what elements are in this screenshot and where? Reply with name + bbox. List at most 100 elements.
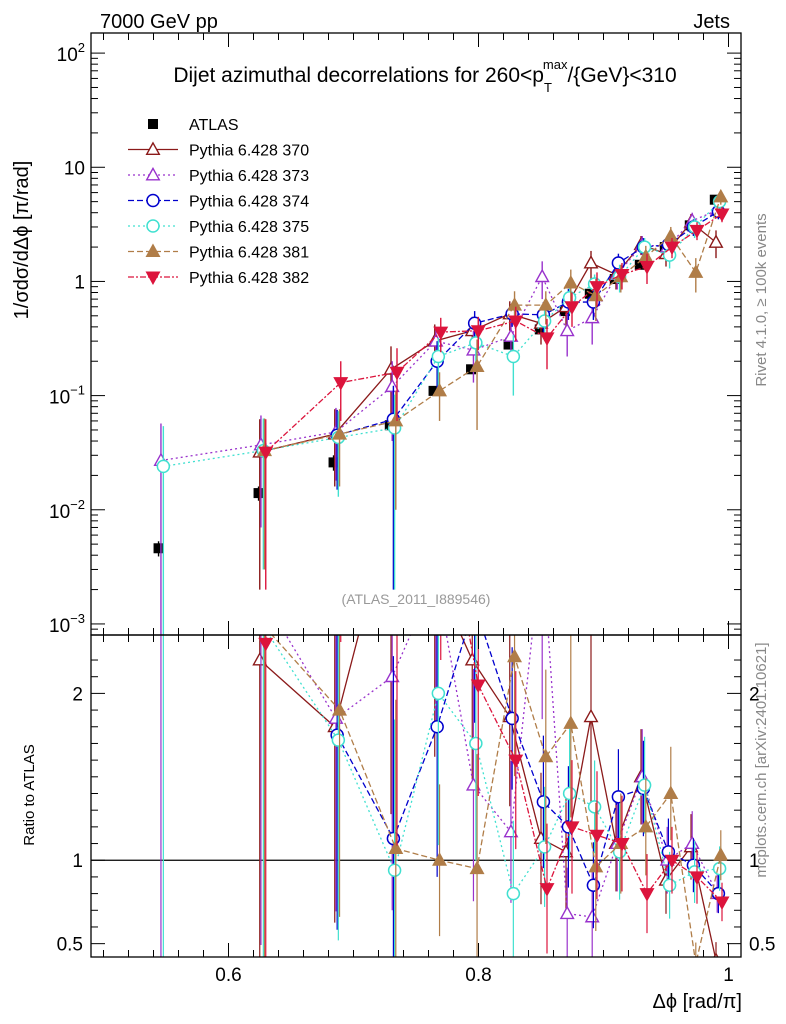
legend-label: ATLAS	[189, 117, 239, 134]
series-6-ratio	[258, 188, 730, 957]
data-point	[713, 847, 729, 861]
y-tick-base: 10	[49, 616, 70, 637]
data-point	[662, 878, 677, 893]
y-tick-base: 10	[49, 388, 70, 409]
data-point	[146, 219, 160, 233]
data-point	[334, 188, 347, 199]
data-point	[388, 840, 404, 855]
data-point	[156, 459, 171, 474]
data-point	[384, 378, 400, 393]
header-right: Jets	[693, 11, 730, 33]
data-point	[469, 736, 483, 751]
mcplots-label: mcplots.cern.ch [arXiv:2401.10621]	[753, 642, 770, 877]
ratio-tick-label: 2	[72, 684, 83, 705]
y-tick-label: 10−3	[49, 611, 85, 637]
data-point	[534, 268, 550, 283]
legend-entry: Pythia 6.428 382	[128, 270, 309, 287]
data-point	[155, 36, 168, 47]
data-point	[157, 154, 169, 166]
legend-entry: Pythia 6.428 373	[128, 166, 309, 185]
y-tick-exponent: 2	[78, 40, 85, 55]
legend-label: Pythia 6.428 382	[189, 270, 309, 287]
x-tick-label: 0.8	[465, 965, 491, 986]
data-point	[428, 385, 439, 396]
data-point	[430, 720, 444, 734]
data-point	[258, 637, 274, 652]
data-point	[389, 366, 405, 381]
data-point	[664, 241, 680, 256]
x-tick-label: 1	[723, 965, 734, 986]
data-point	[253, 488, 264, 499]
legend-label: Pythia 6.428 374	[189, 194, 309, 211]
data-point	[634, 259, 645, 270]
ratio-frame	[90, 634, 742, 958]
data-point	[564, 821, 580, 835]
data-point	[508, 754, 524, 769]
title-lead: Dijet azimuthal decorrelations for 260<p	[173, 64, 544, 87]
data-point	[332, 702, 348, 716]
data-point	[538, 748, 554, 763]
data-point	[584, 309, 600, 324]
y-tick-label: 1	[74, 272, 85, 293]
data-point	[432, 382, 448, 397]
data-point	[563, 715, 579, 729]
ratio-tick-label: 1	[72, 851, 83, 872]
data-point	[639, 261, 655, 275]
watermark: (ATLAS_2011_I889546)	[342, 591, 491, 607]
data-point	[148, 119, 158, 129]
y-tick-exponent: −1	[70, 383, 85, 398]
data-point	[469, 358, 485, 372]
ratio-line	[265, 635, 723, 903]
series-line	[264, 196, 722, 452]
data-point	[663, 785, 679, 799]
data-point	[257, 621, 269, 633]
data-point	[713, 188, 729, 203]
data-point	[589, 829, 605, 844]
y-tick-base: 10	[49, 502, 70, 523]
data-point	[508, 315, 524, 330]
data-point	[583, 708, 599, 723]
legend-label: Pythia 6.428 381	[189, 245, 309, 262]
y-tick-label: 10−1	[49, 383, 85, 409]
series-5-main	[257, 188, 729, 570]
legend: ATLAS Pythia 6.428 370 Pythia 6.428 373 Pyt…	[128, 117, 309, 287]
data-point	[153, 543, 164, 554]
rivet-label: Rivet 4.1.0, ≥ 100k events	[753, 213, 770, 386]
data-point	[430, 570, 443, 581]
data-point	[713, 952, 719, 957]
ratio-line	[271, 635, 722, 957]
legend-entry: Pythia 6.428 381	[128, 243, 309, 262]
ratio-tick-label: 0.5	[57, 935, 83, 956]
data-point	[684, 835, 700, 850]
data-point	[469, 336, 483, 350]
ratio-line	[285, 635, 718, 918]
data-point	[470, 679, 486, 694]
data-point	[536, 795, 551, 809]
data-point	[507, 648, 523, 663]
data-point	[663, 227, 679, 242]
data-point	[563, 274, 579, 289]
data-point	[611, 790, 626, 804]
data-point	[589, 281, 605, 295]
y-tick-label: 102	[57, 40, 85, 66]
data-point	[714, 896, 730, 910]
y-tick-exponent: −2	[70, 497, 85, 512]
title-sup: max	[543, 57, 568, 72]
data-point	[331, 733, 346, 747]
series-3-ratio	[330, 635, 726, 957]
data-point	[584, 908, 600, 923]
data-point	[332, 426, 348, 440]
data-point	[506, 886, 521, 901]
data-point	[559, 905, 575, 920]
data-point	[637, 778, 652, 792]
data-point	[588, 858, 604, 873]
ratio-tick-label-right: 2	[749, 684, 760, 705]
data-point	[664, 854, 680, 869]
chart-title: Dijet azimuthal decorrelations for 260<p…	[173, 57, 676, 95]
data-point	[333, 377, 349, 391]
data-point	[428, 570, 441, 581]
data-point	[689, 224, 705, 239]
data-point	[583, 254, 599, 269]
y-axis-label: 1/σdσ/dΔϕ [π/rad]	[11, 161, 33, 320]
